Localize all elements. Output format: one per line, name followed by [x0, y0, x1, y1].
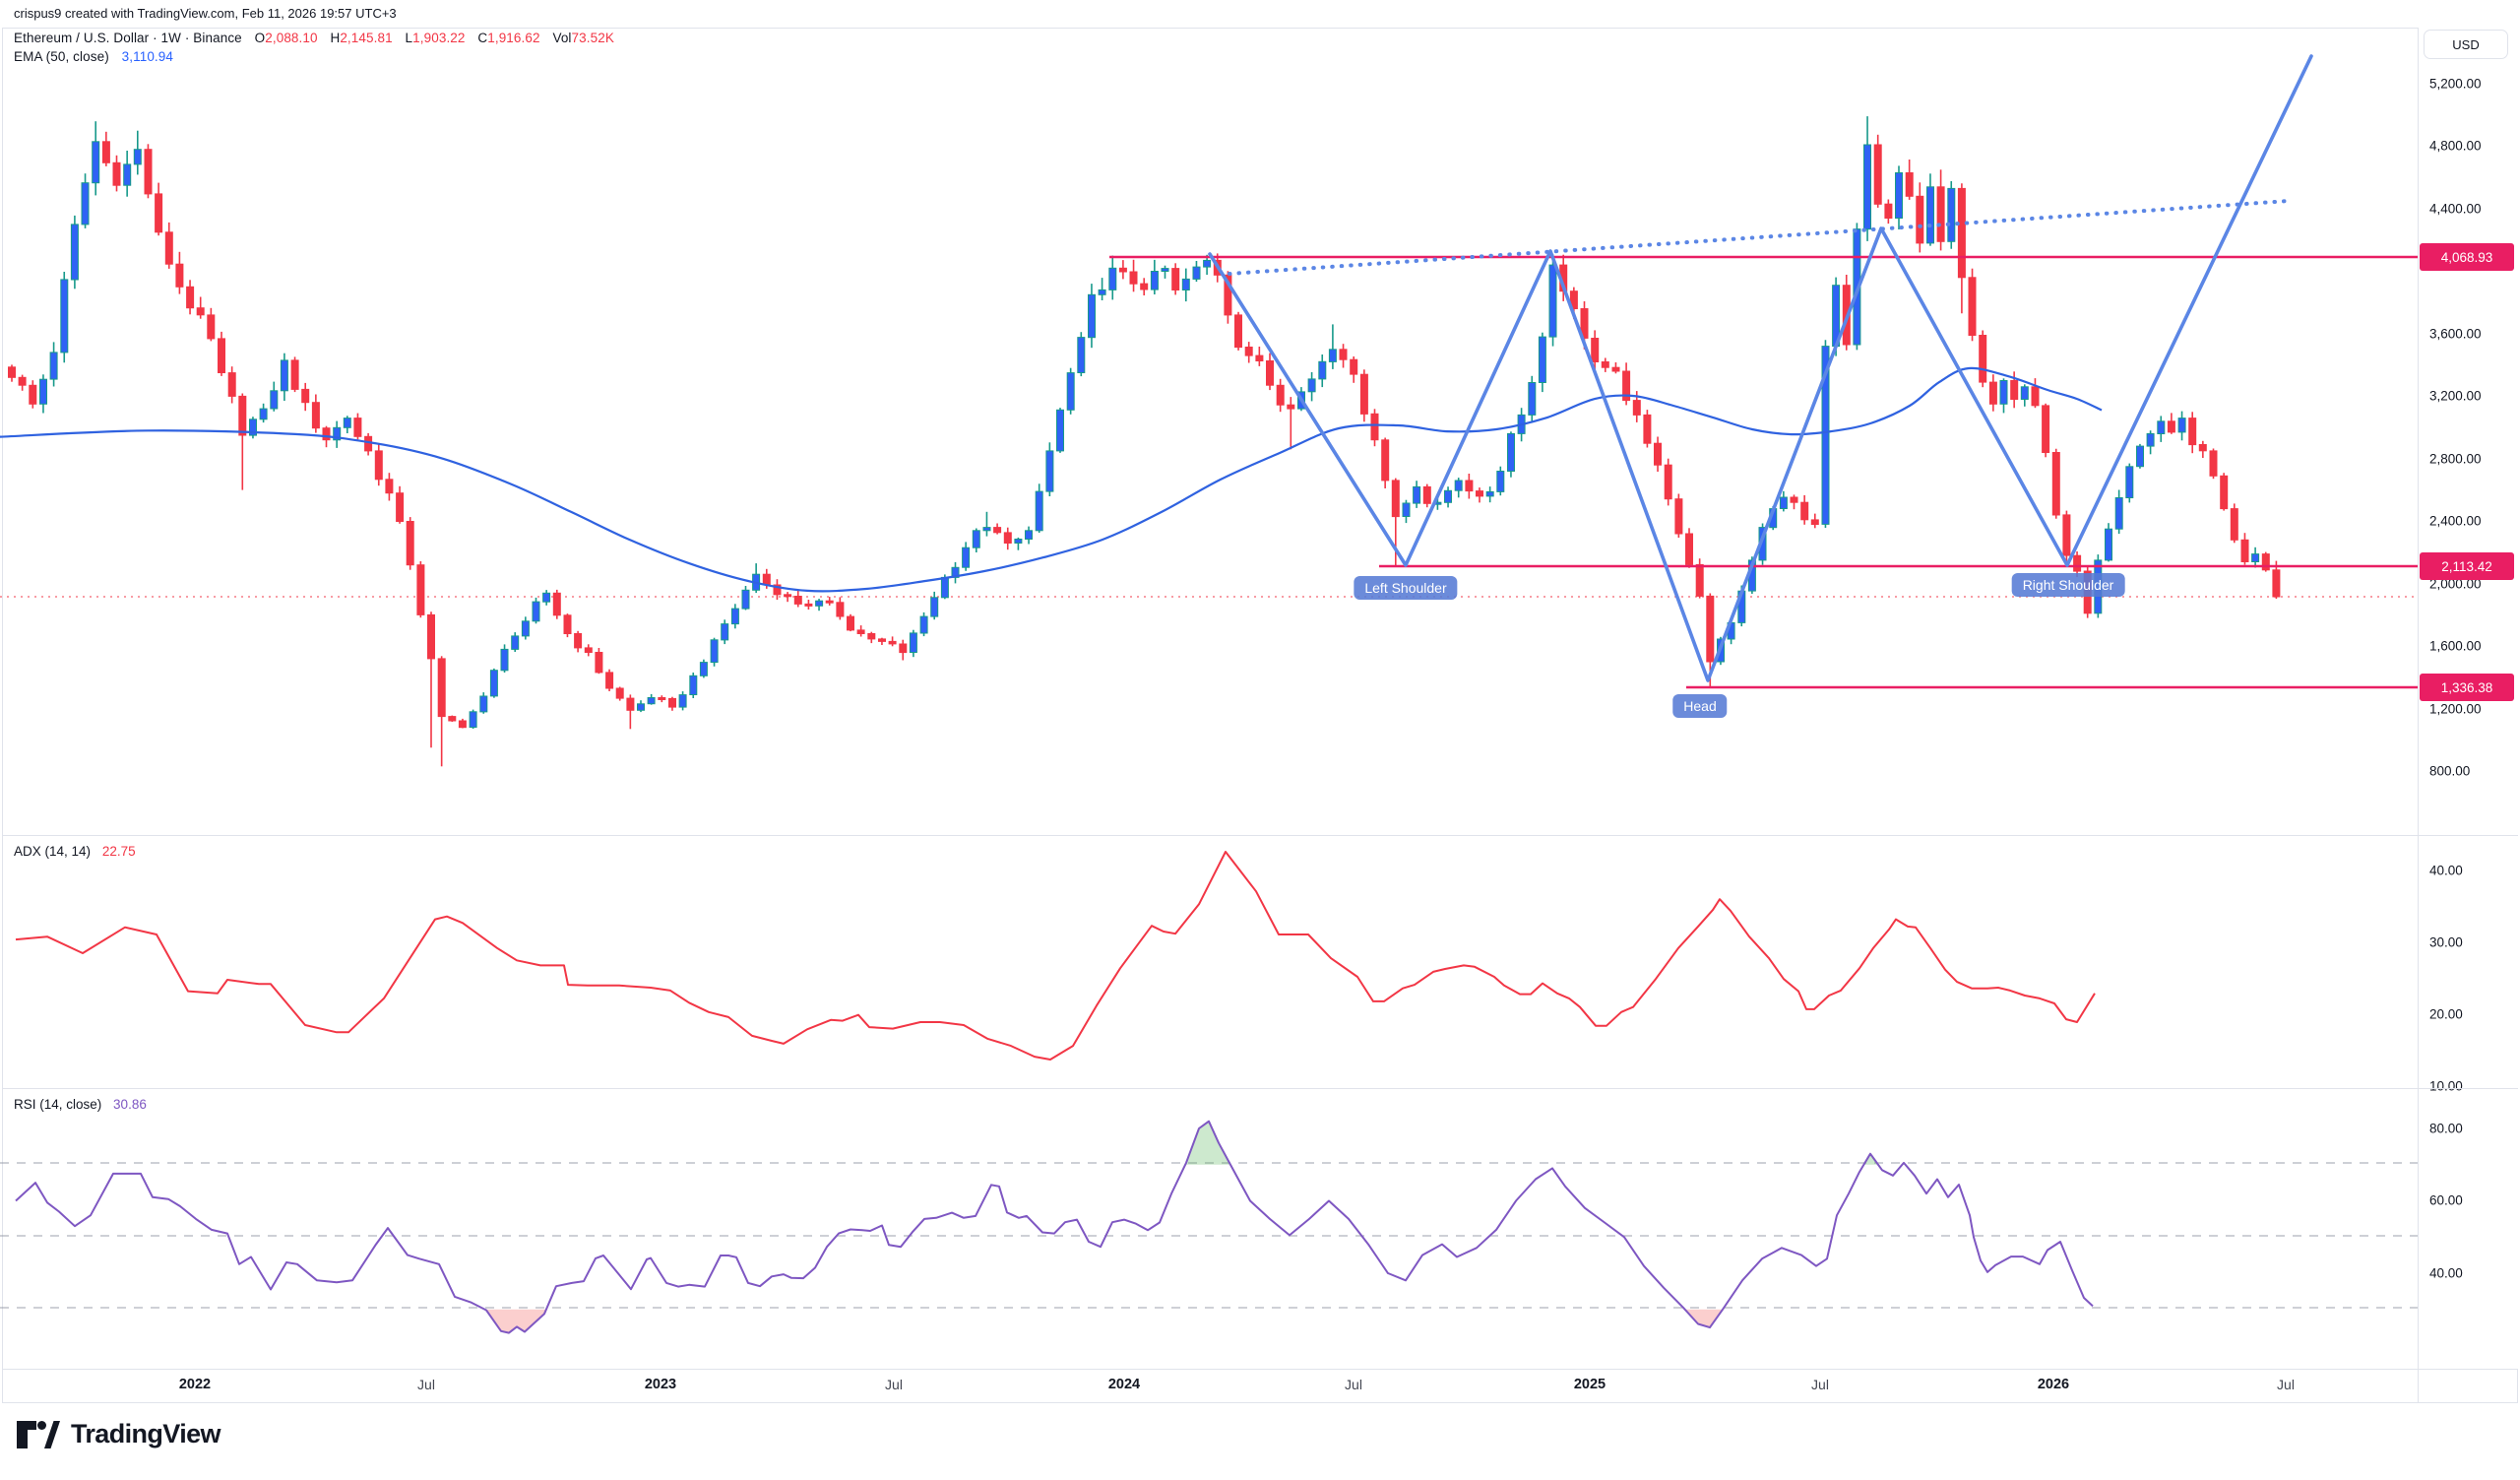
pane-divider-main-adx[interactable]: [2, 835, 2518, 836]
symbol-legend[interactable]: Ethereum / U.S. Dollar · 1W · Binance O2…: [14, 31, 614, 45]
low-value: 1,903.22: [412, 31, 466, 45]
time-tick-month: Jul: [885, 1377, 903, 1392]
time-tick-month: Jul: [1811, 1377, 1829, 1392]
ema-value: 3,110.94: [121, 49, 174, 64]
time-tick-month: Jul: [2277, 1377, 2295, 1392]
time-tick-year: 2024: [1107, 1377, 1141, 1392]
price-tick: 1,600.00: [2429, 638, 2482, 654]
price-tick: 3,200.00: [2429, 388, 2482, 404]
ema-line: [0, 366, 2103, 593]
price-tick: 3,600.00: [2429, 326, 2482, 342]
ema-legend[interactable]: EMA (50, close) 3,110.94: [14, 49, 173, 64]
ema-label: EMA (50, close): [14, 49, 109, 64]
price-axis[interactable]: 40.00 60.00 80.00 10.00 20.00 30.00 40.00 800.0…: [2418, 28, 2518, 1369]
price-tick: 2,800.00: [2429, 451, 2482, 467]
time-tick-month: Jul: [417, 1377, 435, 1392]
adx-tick: 40.00: [2429, 863, 2463, 878]
open-value: 2,088.10: [265, 31, 318, 45]
rsi-value: 30.86: [113, 1097, 147, 1112]
adx-tick: 30.00: [2429, 934, 2463, 950]
time-tick-month: Jul: [1345, 1377, 1362, 1392]
rsi-zone-fill: [1185, 1121, 1230, 1165]
time-tick-year: 2026: [2037, 1377, 2070, 1392]
price-line-label: 2,113.42: [2420, 552, 2514, 580]
candlestick-series: [8, 116, 2281, 767]
right-shoulder-label[interactable]: Right Shoulder: [2011, 573, 2125, 597]
price-line-label: 1,336.38: [2420, 674, 2514, 701]
rsi-zone-fill: [1863, 1153, 1878, 1165]
price-tick: 2,400.00: [2429, 513, 2482, 529]
rsi-tick: 60.00: [2429, 1192, 2463, 1208]
pane-divider-rsi-time: [2, 1369, 2518, 1370]
price-line-label: 4,068.93: [2420, 243, 2514, 271]
high-value: 2,145.81: [340, 31, 393, 45]
rsi-line: [15, 1120, 2094, 1334]
price-tick: 1,200.00: [2429, 701, 2482, 717]
dotted-trendline: [1228, 199, 2291, 276]
symbol-title: Ethereum / U.S. Dollar · 1W · Binance: [14, 31, 242, 45]
rsi-tick: 80.00: [2429, 1121, 2463, 1136]
volume-value: 73.52K: [571, 31, 614, 45]
head-label[interactable]: Head: [1672, 694, 1728, 718]
price-tick: 4,400.00: [2429, 201, 2482, 217]
rsi-tick: 40.00: [2429, 1265, 2463, 1281]
adx-value: 22.75: [101, 844, 136, 859]
adx-tick: 20.00: [2429, 1006, 2463, 1022]
close-value: 1,916.62: [487, 31, 540, 45]
zigzag-drawing: [1208, 54, 2313, 682]
rsi-label: RSI (14, close): [14, 1097, 102, 1112]
adx-legend[interactable]: ADX (14, 14) 22.75: [14, 844, 136, 859]
tradingview-logo-icon: [17, 1420, 60, 1448]
attribution-text: crispus9 created with TradingView.com, F…: [14, 6, 397, 21]
time-tick-year: 2025: [1573, 1377, 1606, 1392]
pane-divider-adx-rsi[interactable]: [2, 1088, 2518, 1089]
left-shoulder-label[interactable]: Left Shoulder: [1354, 576, 1458, 600]
price-tick: 4,800.00: [2429, 138, 2482, 154]
adx-label: ADX (14, 14): [14, 844, 92, 859]
tradingview-logo-text: TradingView: [71, 1419, 221, 1448]
price-tick: 800.00: [2429, 763, 2471, 779]
currency-button[interactable]: USD: [2424, 30, 2508, 59]
rsi-zone-fill: [1684, 1309, 1723, 1328]
time-tick-year: 2022: [178, 1377, 212, 1392]
tradingview-logo[interactable]: TradingView: [16, 1419, 221, 1449]
rsi-zone-fill: [484, 1309, 546, 1333]
adx-line: [15, 851, 2096, 1061]
price-tick: 2,000.00: [2429, 576, 2482, 592]
rsi-legend[interactable]: RSI (14, close) 30.86: [14, 1097, 147, 1112]
axis-border: [2418, 28, 2419, 1403]
adx-tick: 10.00: [2429, 1078, 2463, 1094]
price-tick: 5,200.00: [2429, 76, 2482, 92]
time-tick-year: 2023: [644, 1377, 677, 1392]
